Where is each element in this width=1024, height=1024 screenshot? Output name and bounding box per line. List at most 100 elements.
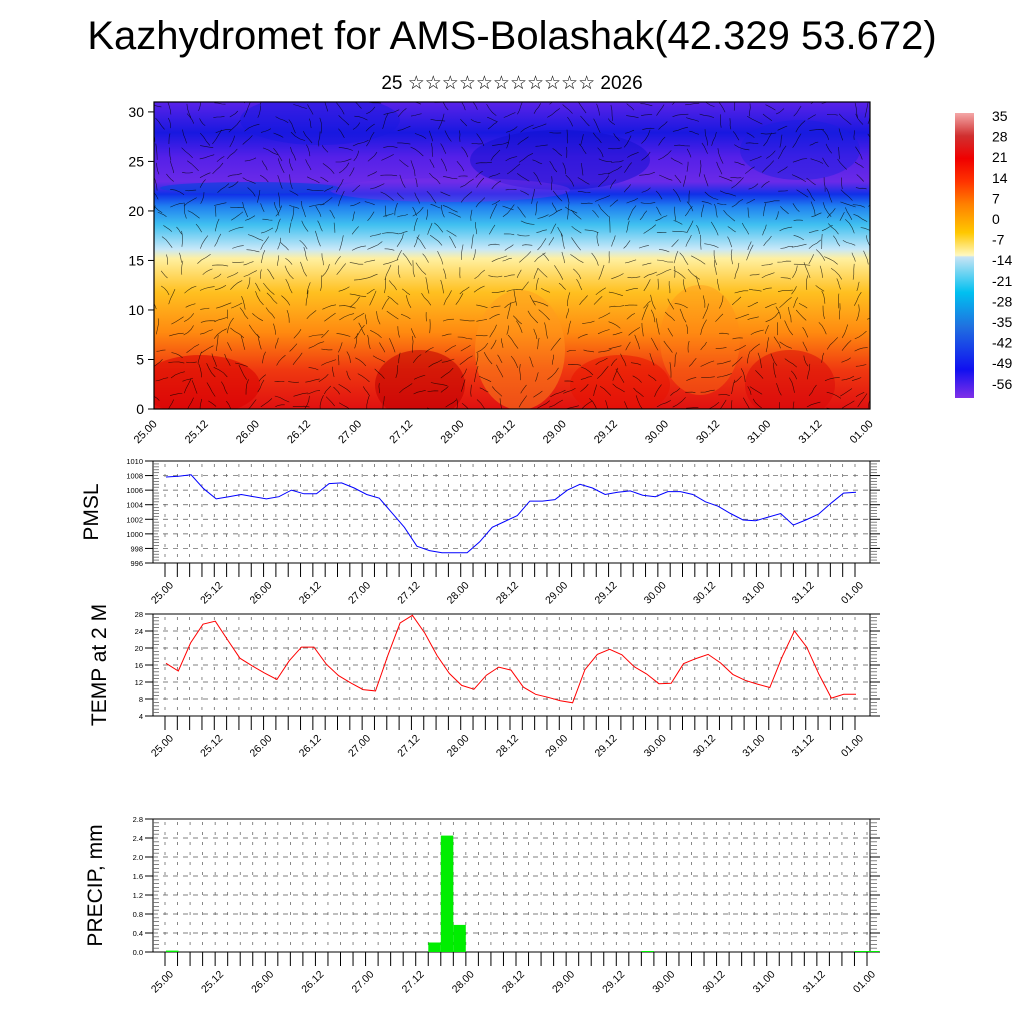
heatmap-x-tick-label: 26.12 (285, 418, 313, 446)
temp-panel-x-tick-label: 25.00 (149, 732, 176, 759)
pmsl-panel-x-tick-label: 28.00 (445, 579, 472, 606)
colorbar-label: 14 (992, 170, 1008, 186)
precip-panel-y-tick-label: 0.8 (133, 910, 143, 919)
precip-panel-x-tick-label: 30.12 (700, 968, 727, 995)
precip-panel-y-tick-label: 2.8 (133, 815, 143, 824)
temp-panel-x-tick-label-group: 31.12 (790, 732, 817, 759)
precip-panel-x-tick-label: 25.00 (149, 968, 176, 995)
pmsl-panel-y-tick-label: 996 (130, 559, 143, 568)
heatmap-blob (470, 130, 650, 190)
heatmap-x-tick-label: 25.12 (183, 418, 211, 446)
heatmap-x-axis: 25.00 25.12 26.00 26.12 27.00 27.12 28.00 28.12… (132, 418, 876, 446)
heatmap-y-tick-label: 30 (128, 104, 144, 120)
heatmap-x-tick-label-group: 31.00 (745, 418, 773, 446)
heatmap-x-tick-label: 30.00 (643, 418, 671, 446)
heatmap-x-tick-label-group: 28.00 (439, 418, 467, 446)
pmsl-panel-y-tick-label: 1004 (126, 501, 143, 510)
pmsl-panel-x-tick-label: 27.00 (346, 579, 373, 606)
wind-streamlines (154, 102, 870, 409)
colorbar-label: 21 (992, 149, 1008, 165)
temp-panel-x-tick-label: 30.12 (691, 732, 718, 759)
heatmap-x-tick-label-group: 25.12 (183, 418, 211, 446)
pmsl-panel-x-tick-label: 30.12 (691, 579, 718, 606)
heatmap-blob (740, 120, 860, 180)
heatmap-x-tick-label: 31.00 (745, 418, 773, 446)
pmsl-panel-x-tick-label-group: 26.12 (297, 579, 324, 606)
precip-panel-x-tick-label-group: 25.00 (149, 968, 176, 995)
heatmap-x-tick-label-group: 30.00 (643, 418, 671, 446)
temp-panel-x-tick-label: 27.00 (346, 732, 373, 759)
heatmap-blob (154, 355, 260, 409)
temp-panel-frame (152, 613, 871, 717)
temp-panel-x-tick-label: 29.12 (592, 732, 619, 759)
colorbar-label: 7 (992, 190, 1000, 206)
colorbar-label: 0 (992, 211, 1000, 227)
heatmap-frame (153, 101, 871, 410)
colorbar-label: -49 (992, 355, 1012, 371)
temp-panel-y-tick-label: 8 (139, 695, 143, 704)
wind-streamline-paths (154, 102, 870, 409)
pmsl-panel-y-tick-label: 998 (130, 544, 143, 553)
temp-panel-x-tick-label-group: 28.00 (445, 732, 472, 759)
cross-section-heatmap: 0 5 10 15 20 25 30 25.00 25.12 26.00 26.12 27.00 27… (128, 101, 876, 446)
heatmap-y-tick-label: 10 (128, 302, 144, 318)
precip-panel-y-title-group: PRECIP, mm (84, 824, 107, 946)
colorbar-label: 35 (992, 108, 1008, 124)
pmsl-panel-x-tick-label-group: 26.00 (247, 579, 274, 606)
heatmap-x-tick-label-group: 31.12 (797, 418, 825, 446)
temp-panel-x-tick-label: 29.00 (543, 732, 570, 759)
precip-panel-x-tick-label: 30.00 (650, 968, 677, 995)
precip-panel-x-tick-label: 29.00 (550, 968, 577, 995)
precip-panel-y-tick-label: 0.4 (133, 929, 143, 938)
pmsl-panel-x-tick-label: 25.12 (198, 579, 225, 606)
precip-panel-x-tick-label: 31.12 (801, 968, 828, 995)
precip-panel-y-tick-label: 2.4 (133, 834, 143, 843)
chart-subtitle: 25 ☆☆☆☆☆☆☆☆☆☆☆ 2026 (381, 73, 643, 94)
temp-panel-x-tick-label-group: 26.00 (247, 732, 274, 759)
temp-panel-x-tick-label: 27.12 (395, 732, 422, 759)
heatmap-x-tick-label-group: 28.12 (490, 418, 518, 446)
colorbar-label: -28 (992, 293, 1012, 309)
pmsl-panel-x-tick-label-group: 31.12 (790, 579, 817, 606)
precip-panel-x-tick-label: 29.12 (600, 968, 627, 995)
heatmap-x-tick-label: 30.12 (694, 418, 722, 446)
heatmap-y-axis: 0 5 10 15 20 25 30 (128, 104, 154, 417)
temp-panel-x-tick-label-group: 25.00 (149, 732, 176, 759)
heatmap-blob (475, 290, 565, 409)
colorbar-label: -35 (992, 314, 1012, 330)
precip-panel-x-tick-label-group: 27.00 (349, 968, 376, 995)
temp-panel-x-tick-label: 31.00 (740, 732, 767, 759)
precip-bar (453, 924, 466, 952)
heatmap-x-tick-label-group: 27.00 (336, 418, 364, 446)
precip-panel-x-tick-label-group: 30.00 (650, 968, 677, 995)
heatmap-blob (745, 350, 835, 409)
heatmap-x-tick-label-group: 29.00 (541, 418, 569, 446)
precip-panel-x-tick-label: 27.00 (349, 968, 376, 995)
pmsl-panel-x-tick-label: 29.12 (592, 579, 619, 606)
pmsl-panel-x-tick-label: 27.12 (395, 579, 422, 606)
pmsl-panel-x-tick-label-group: 28.12 (494, 579, 521, 606)
pmsl-panel-y-tick-label: 1008 (126, 472, 143, 481)
temp-panel-x-tick-label: 28.00 (445, 732, 472, 759)
precip-panel-x-tick-label-group: 29.12 (600, 968, 627, 995)
precip-panel-x-tick-label-group: 28.12 (500, 968, 527, 995)
temp-panel-y-tick-label: 12 (135, 678, 143, 687)
precip-panel-x-tick-label-group: 25.12 (199, 968, 226, 995)
precip-panel-x-tick-label: 26.00 (249, 968, 276, 995)
precip-panel-x-tick-label-group: 26.12 (299, 968, 326, 995)
heatmap-x-tick-label-group: 30.12 (694, 418, 722, 446)
heatmap-x-tick-label: 01.00 (848, 418, 876, 446)
precip-panel-x-tick-label-group: 29.00 (550, 968, 577, 995)
colorbar-label: 28 (992, 129, 1008, 145)
pmsl-panel-y-tick-label: 1010 (126, 457, 143, 466)
pmsl-panel-x-tick-label-group: 27.12 (395, 579, 422, 606)
heatmap-y-tick-label: 5 (136, 351, 144, 367)
precip-bar (428, 942, 441, 952)
precip-panel-x-tick-label: 27.12 (400, 968, 427, 995)
pmsl-panel-frame (152, 460, 871, 564)
precip-panel-x-tick-label: 01.00 (851, 968, 878, 995)
precip-panel-x-tick-label: 26.12 (299, 968, 326, 995)
heatmap-x-tick-label-group: 26.12 (285, 418, 313, 446)
heatmap-y-tick-label: 0 (136, 401, 144, 417)
temp-panel-x-tick-label: 25.12 (198, 732, 225, 759)
